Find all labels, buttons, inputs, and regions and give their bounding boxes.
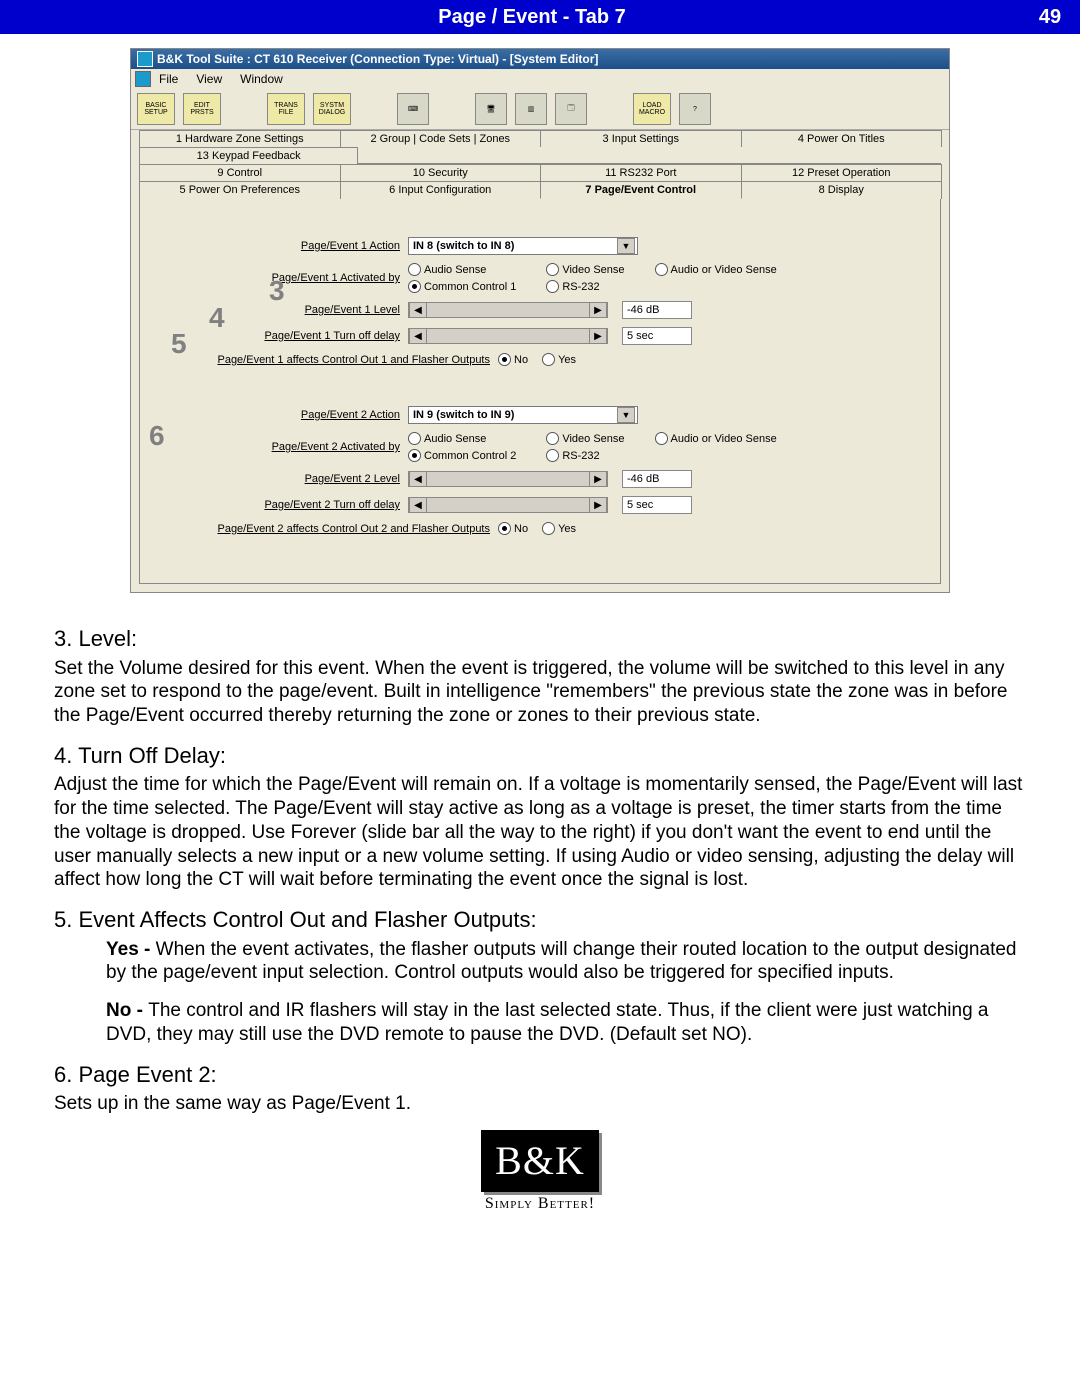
toolbar-button[interactable]: 🖥 [475, 93, 507, 125]
e2-rs232[interactable]: RS-232 [546, 449, 624, 462]
app-icon [137, 51, 153, 67]
header-title: Page / Event - Tab 7 [44, 6, 1020, 29]
e1-audio-sense[interactable]: Audio Sense [408, 263, 516, 276]
e1-affects-label: Page/Event 1 affects Control Out 1 and F… [150, 354, 498, 366]
e2-common-control[interactable]: Common Control 2 [408, 449, 516, 462]
logo-subtitle: Simply Better! [54, 1194, 1026, 1214]
tab-input-config[interactable]: 6 Input Configuration [340, 181, 542, 199]
e1-delay-value: 5 sec [622, 327, 692, 345]
tabs-area: 3 4 5 6 1 Hardware Zone Settings 2 Group… [131, 130, 949, 592]
paragraph-affects-yes: Yes - When the event activates, the flas… [54, 938, 1026, 986]
tab-control[interactable]: 9 Control [139, 164, 341, 181]
tab-power-prefs[interactable]: 5 Power On Preferences [139, 181, 341, 199]
e1-affects-yes[interactable]: Yes [542, 353, 576, 366]
tab-preset-op[interactable]: 12 Preset Operation [741, 164, 943, 181]
logo-text: B&K [481, 1130, 599, 1192]
e2-video-sense[interactable]: Video Sense [546, 432, 624, 445]
toolbar-button[interactable]: EDITPRSTS [183, 93, 221, 125]
page-header: Page / Event - Tab 7 49 [0, 0, 1080, 34]
e1-level-slider[interactable]: ◀▶ [408, 302, 608, 318]
menu-view[interactable]: View [196, 72, 222, 86]
heading-delay: 4. Turn Off Delay: [54, 742, 1026, 770]
toolbar-button[interactable]: ▥ [515, 93, 547, 125]
doc-icon [135, 71, 151, 87]
e2-level-label: Page/Event 2 Level [150, 473, 408, 485]
paragraph-level: Set the Volume desired for this event. W… [54, 657, 1026, 728]
toolbar-button[interactable]: TRANSFILE [267, 93, 305, 125]
toolbar-button[interactable]: 🗔 [555, 93, 587, 125]
document-body: 3. Level: Set the Volume desired for thi… [0, 603, 1080, 1234]
e1-action-label: Page/Event 1 Action [150, 240, 408, 252]
toolbar-button[interactable]: SYSTMDIALOG [313, 93, 351, 125]
menu-window[interactable]: Window [240, 72, 283, 86]
dropdown-arrow-icon: ▼ [617, 407, 635, 423]
e2-level-value: -46 dB [622, 470, 692, 488]
callout-5: 5 [171, 328, 187, 360]
toolbar-button[interactable]: ? [679, 93, 711, 125]
e2-action-label: Page/Event 2 Action [150, 409, 408, 421]
e2-activated-label: Page/Event 2 Activated by [150, 441, 408, 453]
toolbar-button[interactable]: BASICSETUP [137, 93, 175, 125]
toolbar: BASICSETUP EDITPRSTS TRANSFILE SYSTMDIAL… [131, 89, 949, 130]
e2-action-dropdown[interactable]: IN 9 (switch to IN 9) ▼ [408, 406, 638, 424]
dropdown-arrow-icon: ▼ [617, 238, 635, 254]
logo: B&K Simply Better! [54, 1130, 1026, 1214]
e2-affects-no[interactable]: No [498, 522, 528, 535]
toolbar-button[interactable]: ⌨ [397, 93, 429, 125]
e1-delay-label: Page/Event 1 Turn off delay [150, 330, 408, 342]
tab-keypad-feedback[interactable]: 13 Keypad Feedback [139, 147, 358, 164]
page-event-panel: Page/Event 1 Action IN 8 (switch to IN 8… [139, 198, 941, 584]
e2-affects-label: Page/Event 2 affects Control Out 2 and F… [150, 523, 498, 535]
callout-4: 4 [209, 302, 225, 334]
e2-affects-yes[interactable]: Yes [542, 522, 576, 535]
header-cap [0, 0, 44, 34]
e2-action-value: IN 9 (switch to IN 9) [413, 409, 514, 421]
e1-rs232[interactable]: RS-232 [546, 280, 624, 293]
menu-bar: File View Window [131, 69, 949, 89]
e1-action-dropdown[interactable]: IN 8 (switch to IN 8) ▼ [408, 237, 638, 255]
tab-group-codesets[interactable]: 2 Group | Code Sets | Zones [340, 130, 542, 147]
e2-delay-value: 5 sec [622, 496, 692, 514]
e2-delay-slider[interactable]: ◀▶ [408, 497, 608, 513]
e2-audio-sense[interactable]: Audio Sense [408, 432, 516, 445]
callout-3: 3 [269, 275, 285, 307]
paragraph-affects-no: No - The control and IR flashers will st… [54, 999, 1026, 1047]
menu-file[interactable]: File [159, 72, 178, 86]
e1-level-value: -46 dB [622, 301, 692, 319]
title-bar: B&K Tool Suite : CT 610 Receiver (Connec… [131, 49, 949, 69]
e1-action-value: IN 8 (switch to IN 8) [413, 240, 514, 252]
heading-affects: 5. Event Affects Control Out and Flasher… [54, 906, 1026, 934]
tab-input-settings[interactable]: 3 Input Settings [540, 130, 742, 147]
window-title: B&K Tool Suite : CT 610 Receiver (Connec… [157, 52, 598, 66]
paragraph-delay: Adjust the time for which the Page/Event… [54, 773, 1026, 892]
toolbar-button[interactable]: LOADMACRO [633, 93, 671, 125]
e1-delay-slider[interactable]: ◀▶ [408, 328, 608, 344]
tab-power-titles[interactable]: 4 Power On Titles [741, 130, 943, 147]
tab-hardware-zone[interactable]: 1 Hardware Zone Settings [139, 130, 341, 147]
heading-level: 3. Level: [54, 625, 1026, 653]
e1-common-control[interactable]: Common Control 1 [408, 280, 516, 293]
heading-event2: 6. Page Event 2: [54, 1061, 1026, 1089]
e1-affects-no[interactable]: No [498, 353, 528, 366]
callout-6: 6 [149, 420, 165, 452]
tab-rs232[interactable]: 11 RS232 Port [540, 164, 742, 181]
tab-display[interactable]: 8 Display [741, 181, 943, 199]
app-window: B&K Tool Suite : CT 610 Receiver (Connec… [130, 48, 950, 593]
e1-av-sense[interactable]: Audio or Video Sense [655, 263, 777, 276]
paragraph-event2: Sets up in the same way as Page/Event 1. [54, 1092, 1026, 1116]
e2-level-slider[interactable]: ◀▶ [408, 471, 608, 487]
e2-av-sense[interactable]: Audio or Video Sense [655, 432, 777, 445]
page-number: 49 [1020, 6, 1080, 29]
e2-delay-label: Page/Event 2 Turn off delay [150, 499, 408, 511]
tab-page-event[interactable]: 7 Page/Event Control [540, 181, 742, 199]
tab-security[interactable]: 10 Security [340, 164, 542, 181]
e1-video-sense[interactable]: Video Sense [546, 263, 624, 276]
